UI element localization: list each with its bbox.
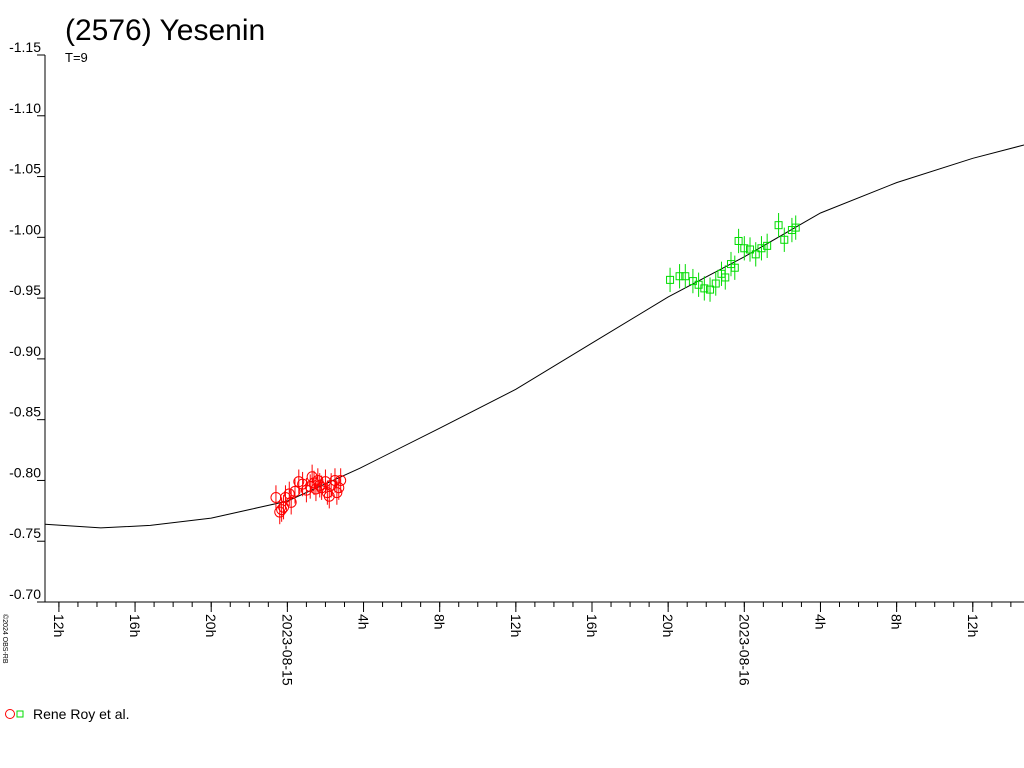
data-point — [289, 485, 301, 497]
data-point — [734, 236, 743, 245]
data-point — [711, 279, 720, 288]
data-point — [666, 275, 675, 284]
y-tick-label: -1.10 — [9, 100, 41, 116]
x-tick-label: 2023-08-16 — [736, 614, 752, 686]
x-tick-label: 8h — [889, 614, 905, 630]
chart-subtitle: T=9 — [65, 50, 88, 65]
y-tick-label: -0.90 — [9, 343, 41, 359]
data-point — [706, 285, 715, 294]
chart-title: (2576) Yesenin — [65, 14, 265, 47]
data-point — [791, 223, 800, 232]
x-tick-label: 12h — [965, 614, 981, 637]
data-point — [314, 479, 326, 491]
copyright: ©2024 OBS-RB — [1, 614, 9, 664]
data-point — [780, 235, 789, 244]
x-tick-label: 8h — [432, 614, 448, 630]
model-curve — [44, 144, 1024, 529]
data-point — [312, 474, 324, 486]
data-point — [751, 250, 760, 259]
data-point — [730, 263, 739, 272]
x-tick-label: 20h — [660, 614, 676, 637]
data-point — [763, 241, 772, 250]
y-tick-label: -0.95 — [9, 282, 41, 298]
legend-marker — [16, 710, 24, 718]
y-tick-label: -1.00 — [9, 221, 41, 237]
x-tick-label: 12h — [51, 614, 67, 637]
y-tick-label: -1.15 — [9, 39, 41, 55]
x-tick-label: 16h — [127, 614, 143, 637]
data-point — [333, 482, 345, 494]
data-point — [331, 487, 343, 499]
data-point — [323, 490, 335, 502]
data-point — [297, 478, 309, 490]
data-point — [721, 273, 730, 282]
legend-marker — [5, 709, 15, 719]
data-point — [310, 483, 322, 495]
y-tick-label: -0.70 — [9, 586, 41, 602]
data-point — [774, 221, 783, 230]
y-tick-label: -0.85 — [9, 404, 41, 420]
data-point — [276, 504, 288, 516]
data-point — [757, 244, 766, 253]
data-point — [329, 474, 341, 486]
y-tick-label: -0.80 — [9, 464, 41, 480]
data-point — [700, 284, 709, 293]
x-tick-label: 16h — [584, 614, 600, 637]
legend-label: Rene Roy et al. — [33, 706, 130, 722]
data-point — [335, 474, 347, 486]
x-tick-label: 12h — [508, 614, 524, 637]
y-tick-label: -1.05 — [9, 161, 41, 177]
y-tick-label: -0.75 — [9, 525, 41, 541]
data-point — [740, 244, 749, 253]
data-point — [675, 272, 684, 281]
x-tick-label: 20h — [203, 614, 219, 637]
data-point — [283, 488, 295, 500]
x-tick-label: 2023-08-15 — [279, 614, 295, 686]
x-tick-label: 4h — [812, 614, 828, 630]
data-point — [306, 471, 318, 483]
data-point — [746, 245, 755, 254]
data-point — [681, 272, 690, 281]
x-tick-label: 4h — [356, 614, 372, 630]
data-point — [285, 496, 297, 508]
